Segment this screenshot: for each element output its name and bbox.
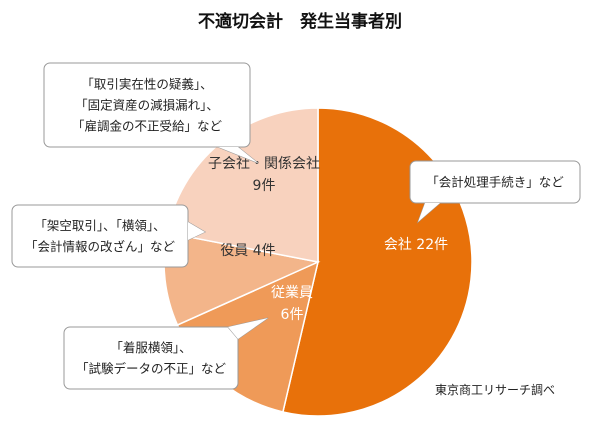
- slice-label-line: 6件: [281, 307, 304, 323]
- chart-title: 不適切会計 発生当事者別: [198, 11, 402, 32]
- callout-0: 「会計処理手続き」など: [409, 160, 581, 224]
- source-note: 東京商工リサーチ調べ: [435, 382, 555, 397]
- slice-label-3: 子会社・関係会社 9件: [208, 156, 320, 194]
- slice-label-line: 9件: [253, 178, 276, 194]
- slice-label-1: 従業員 6件: [271, 285, 313, 323]
- callout-bubbles: 「会計処理手続き」など 「取引実在性の疑義」、「固定資産の減損漏れ」、「雇調金の不…: [11, 62, 581, 390]
- callout-box: [63, 326, 239, 390]
- callout-box: [409, 160, 581, 204]
- callout-2: 「架空取引」、「横領」、「会計情報の改ざん」など: [11, 204, 207, 268]
- callout-text-line: 「架空取引」、「横領」、: [34, 218, 165, 233]
- slice-label-line: 子会社・関係会社: [208, 156, 320, 172]
- callout-box: [11, 204, 189, 268]
- callout-1: 「取引実在性の疑義」、「固定資産の減損漏れ」、「雇調金の不正受給」など: [43, 62, 259, 164]
- slice-label-line: 従業員: [271, 285, 313, 301]
- callout-text-line: 「取引実在性の疑義」、: [81, 77, 212, 92]
- callout-3: 「着服横領」、「試験データの不正」など: [63, 317, 269, 390]
- slice-label-0: 会社 22件: [384, 237, 448, 253]
- callout-text-line: 「試験データの不正」など: [76, 361, 227, 376]
- callout-text-line: 「会計処理手続き」など: [426, 175, 564, 190]
- callout-text-line: 「雇調金の不正受給」など: [72, 119, 223, 134]
- callout-text-line: 「会計情報の改ざん」など: [25, 239, 176, 254]
- callout-text-line: 「着服横領」、: [110, 340, 191, 355]
- callout-box: [43, 62, 251, 148]
- callout-text-line: 「固定資産の減損漏れ」、: [75, 98, 219, 113]
- slice-label-2: 役員 4件: [220, 243, 275, 259]
